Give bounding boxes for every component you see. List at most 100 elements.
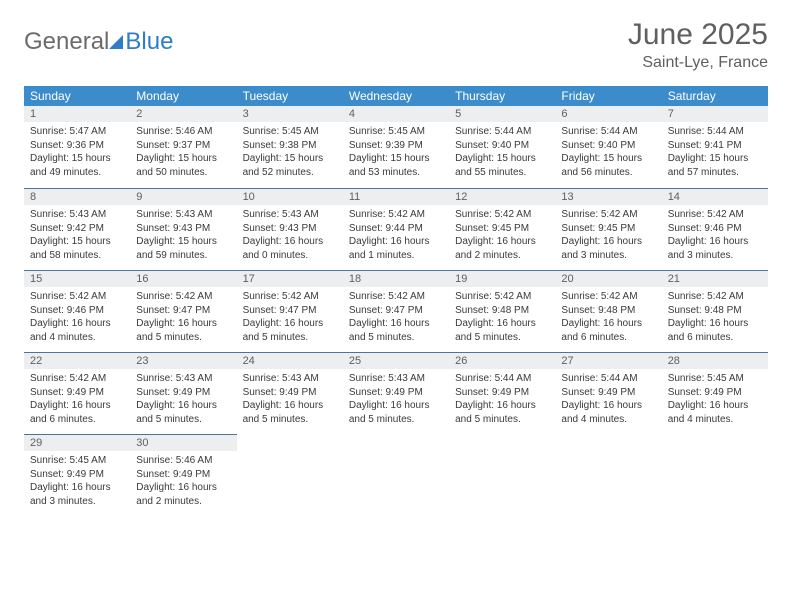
calendar-cell: 14Sunrise: 5:42 AMSunset: 9:46 PMDayligh… xyxy=(662,188,768,270)
calendar-cell: 28Sunrise: 5:45 AMSunset: 9:49 PMDayligh… xyxy=(662,352,768,434)
day-number: 27 xyxy=(555,352,661,369)
calendar-cell: 15Sunrise: 5:42 AMSunset: 9:46 PMDayligh… xyxy=(24,270,130,352)
day-number: 12 xyxy=(449,188,555,205)
day-cell: 1Sunrise: 5:47 AMSunset: 9:36 PMDaylight… xyxy=(24,106,130,188)
day-number: 7 xyxy=(662,106,768,122)
weekday-header: Sunday xyxy=(24,86,130,106)
weekday-header: Wednesday xyxy=(343,86,449,106)
calendar-cell: 8Sunrise: 5:43 AMSunset: 9:42 PMDaylight… xyxy=(24,188,130,270)
day-details: Sunrise: 5:42 AMSunset: 9:47 PMDaylight:… xyxy=(237,287,343,348)
calendar-cell: 17Sunrise: 5:42 AMSunset: 9:47 PMDayligh… xyxy=(237,270,343,352)
calendar-cell: 11Sunrise: 5:42 AMSunset: 9:44 PMDayligh… xyxy=(343,188,449,270)
month-title: June 2025 xyxy=(628,18,768,52)
day-cell: 30Sunrise: 5:46 AMSunset: 9:49 PMDayligh… xyxy=(130,434,236,516)
day-details: Sunrise: 5:44 AMSunset: 9:41 PMDaylight:… xyxy=(662,122,768,183)
calendar-cell: 21Sunrise: 5:42 AMSunset: 9:48 PMDayligh… xyxy=(662,270,768,352)
day-cell: 10Sunrise: 5:43 AMSunset: 9:43 PMDayligh… xyxy=(237,188,343,270)
calendar-cell: 9Sunrise: 5:43 AMSunset: 9:43 PMDaylight… xyxy=(130,188,236,270)
calendar-cell xyxy=(555,434,661,516)
calendar-cell: 16Sunrise: 5:42 AMSunset: 9:47 PMDayligh… xyxy=(130,270,236,352)
day-details: Sunrise: 5:44 AMSunset: 9:49 PMDaylight:… xyxy=(555,369,661,430)
calendar-cell: 27Sunrise: 5:44 AMSunset: 9:49 PMDayligh… xyxy=(555,352,661,434)
day-details: Sunrise: 5:44 AMSunset: 9:40 PMDaylight:… xyxy=(555,122,661,183)
calendar-cell: 12Sunrise: 5:42 AMSunset: 9:45 PMDayligh… xyxy=(449,188,555,270)
calendar-cell: 20Sunrise: 5:42 AMSunset: 9:48 PMDayligh… xyxy=(555,270,661,352)
weekday-header: Thursday xyxy=(449,86,555,106)
day-number: 20 xyxy=(555,270,661,287)
calendar-cell: 2Sunrise: 5:46 AMSunset: 9:37 PMDaylight… xyxy=(130,106,236,188)
calendar-cell: 29Sunrise: 5:45 AMSunset: 9:49 PMDayligh… xyxy=(24,434,130,516)
weekday-header: Monday xyxy=(130,86,236,106)
calendar-cell xyxy=(662,434,768,516)
calendar-cell: 10Sunrise: 5:43 AMSunset: 9:43 PMDayligh… xyxy=(237,188,343,270)
title-block: June 2025 Saint-Lye, France xyxy=(628,18,768,72)
day-number: 28 xyxy=(662,352,768,369)
day-number: 4 xyxy=(343,106,449,122)
day-number: 3 xyxy=(237,106,343,122)
day-number: 30 xyxy=(130,434,236,451)
day-cell: 26Sunrise: 5:44 AMSunset: 9:49 PMDayligh… xyxy=(449,352,555,434)
calendar-cell xyxy=(237,434,343,516)
day-details: Sunrise: 5:42 AMSunset: 9:48 PMDaylight:… xyxy=(449,287,555,348)
day-number: 15 xyxy=(24,270,130,287)
day-cell: 19Sunrise: 5:42 AMSunset: 9:48 PMDayligh… xyxy=(449,270,555,352)
day-number: 13 xyxy=(555,188,661,205)
day-number: 19 xyxy=(449,270,555,287)
day-number: 26 xyxy=(449,352,555,369)
day-cell: 20Sunrise: 5:42 AMSunset: 9:48 PMDayligh… xyxy=(555,270,661,352)
brand-triangle-icon xyxy=(109,35,123,49)
calendar-cell: 7Sunrise: 5:44 AMSunset: 9:41 PMDaylight… xyxy=(662,106,768,188)
calendar-row: 1Sunrise: 5:47 AMSunset: 9:36 PMDaylight… xyxy=(24,106,768,188)
day-cell: 24Sunrise: 5:43 AMSunset: 9:49 PMDayligh… xyxy=(237,352,343,434)
calendar-body: 1Sunrise: 5:47 AMSunset: 9:36 PMDaylight… xyxy=(24,106,768,516)
day-cell: 11Sunrise: 5:42 AMSunset: 9:44 PMDayligh… xyxy=(343,188,449,270)
calendar-cell: 22Sunrise: 5:42 AMSunset: 9:49 PMDayligh… xyxy=(24,352,130,434)
day-number: 22 xyxy=(24,352,130,369)
day-cell: 23Sunrise: 5:43 AMSunset: 9:49 PMDayligh… xyxy=(130,352,236,434)
day-cell: 14Sunrise: 5:42 AMSunset: 9:46 PMDayligh… xyxy=(662,188,768,270)
day-details: Sunrise: 5:45 AMSunset: 9:39 PMDaylight:… xyxy=(343,122,449,183)
day-number: 18 xyxy=(343,270,449,287)
day-details: Sunrise: 5:43 AMSunset: 9:49 PMDaylight:… xyxy=(130,369,236,430)
day-cell: 6Sunrise: 5:44 AMSunset: 9:40 PMDaylight… xyxy=(555,106,661,188)
calendar-cell: 30Sunrise: 5:46 AMSunset: 9:49 PMDayligh… xyxy=(130,434,236,516)
day-cell: 17Sunrise: 5:42 AMSunset: 9:47 PMDayligh… xyxy=(237,270,343,352)
day-cell: 9Sunrise: 5:43 AMSunset: 9:43 PMDaylight… xyxy=(130,188,236,270)
day-details: Sunrise: 5:42 AMSunset: 9:44 PMDaylight:… xyxy=(343,205,449,266)
day-number: 6 xyxy=(555,106,661,122)
weekday-header: Tuesday xyxy=(237,86,343,106)
day-details: Sunrise: 5:43 AMSunset: 9:49 PMDaylight:… xyxy=(237,369,343,430)
calendar-cell: 24Sunrise: 5:43 AMSunset: 9:49 PMDayligh… xyxy=(237,352,343,434)
calendar-row: 8Sunrise: 5:43 AMSunset: 9:42 PMDaylight… xyxy=(24,188,768,270)
brand-word-1: General xyxy=(24,28,109,56)
day-cell: 16Sunrise: 5:42 AMSunset: 9:47 PMDayligh… xyxy=(130,270,236,352)
calendar-cell xyxy=(449,434,555,516)
day-number: 25 xyxy=(343,352,449,369)
calendar-page: General Blue June 2025 Saint-Lye, France… xyxy=(0,0,792,516)
day-details: Sunrise: 5:43 AMSunset: 9:43 PMDaylight:… xyxy=(130,205,236,266)
day-cell: 13Sunrise: 5:42 AMSunset: 9:45 PMDayligh… xyxy=(555,188,661,270)
day-cell: 18Sunrise: 5:42 AMSunset: 9:47 PMDayligh… xyxy=(343,270,449,352)
calendar-header-row: SundayMondayTuesdayWednesdayThursdayFrid… xyxy=(24,86,768,106)
calendar-row: 29Sunrise: 5:45 AMSunset: 9:49 PMDayligh… xyxy=(24,434,768,516)
calendar-cell: 25Sunrise: 5:43 AMSunset: 9:49 PMDayligh… xyxy=(343,352,449,434)
day-number: 24 xyxy=(237,352,343,369)
brand-word-2: Blue xyxy=(125,28,173,56)
calendar-cell: 3Sunrise: 5:45 AMSunset: 9:38 PMDaylight… xyxy=(237,106,343,188)
day-number: 10 xyxy=(237,188,343,205)
day-details: Sunrise: 5:43 AMSunset: 9:49 PMDaylight:… xyxy=(343,369,449,430)
calendar-cell: 4Sunrise: 5:45 AMSunset: 9:39 PMDaylight… xyxy=(343,106,449,188)
day-number: 14 xyxy=(662,188,768,205)
day-cell: 29Sunrise: 5:45 AMSunset: 9:49 PMDayligh… xyxy=(24,434,130,516)
calendar-cell: 19Sunrise: 5:42 AMSunset: 9:48 PMDayligh… xyxy=(449,270,555,352)
weekday-header: Saturday xyxy=(662,86,768,106)
day-details: Sunrise: 5:42 AMSunset: 9:47 PMDaylight:… xyxy=(130,287,236,348)
day-cell: 7Sunrise: 5:44 AMSunset: 9:41 PMDaylight… xyxy=(662,106,768,188)
day-cell: 21Sunrise: 5:42 AMSunset: 9:48 PMDayligh… xyxy=(662,270,768,352)
calendar-cell: 5Sunrise: 5:44 AMSunset: 9:40 PMDaylight… xyxy=(449,106,555,188)
day-number: 17 xyxy=(237,270,343,287)
day-details: Sunrise: 5:45 AMSunset: 9:49 PMDaylight:… xyxy=(662,369,768,430)
day-number: 21 xyxy=(662,270,768,287)
calendar-cell: 6Sunrise: 5:44 AMSunset: 9:40 PMDaylight… xyxy=(555,106,661,188)
day-cell: 5Sunrise: 5:44 AMSunset: 9:40 PMDaylight… xyxy=(449,106,555,188)
